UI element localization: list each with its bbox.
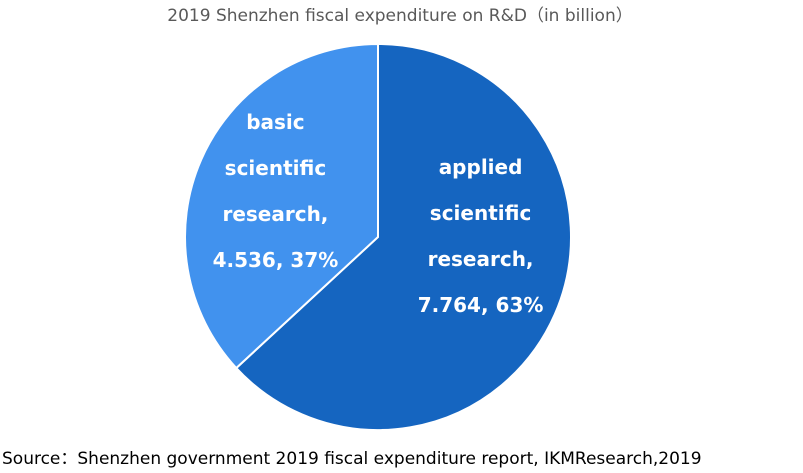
value-label: 4.536, [213, 248, 284, 272]
chart-title: 2019 Shenzhen fiscal expenditure on R&D（… [167, 6, 632, 26]
slice-value-label: 7.764, 63% [418, 293, 544, 317]
slice-value-label: 4.536, 37% [213, 248, 339, 272]
slice-label: basic scientific research, [222, 110, 328, 226]
pie-slice [234, 42, 572, 431]
percent-label: 37% [290, 248, 338, 272]
pie-slice [184, 42, 379, 370]
source-note: Source：Shenzhen government 2019 fiscal e… [2, 449, 702, 469]
value-label: 7.764, [418, 293, 489, 317]
percent-label: 63% [496, 293, 544, 317]
slice-label: applied scientific research, [428, 155, 534, 271]
